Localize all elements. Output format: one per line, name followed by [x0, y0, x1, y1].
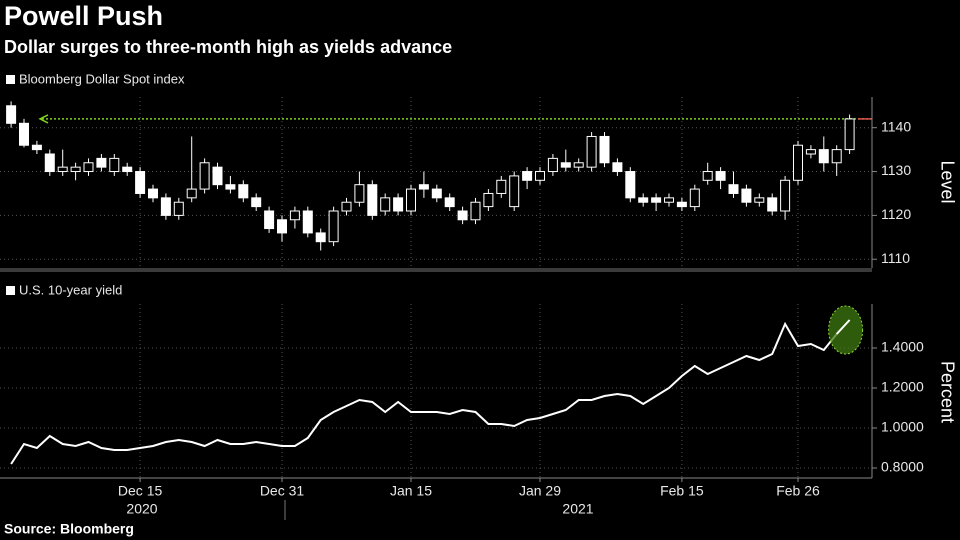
- y-axis-label: Percent: [937, 361, 957, 423]
- candle-body: [767, 197, 778, 212]
- x-tick-label: Feb 26: [776, 483, 820, 499]
- candle-body: [664, 197, 674, 203]
- candle-body: [625, 171, 636, 199]
- candle-body: [638, 197, 649, 203]
- candle-body: [96, 157, 107, 168]
- candle-body: [199, 162, 210, 190]
- candle-body: [805, 149, 816, 155]
- candle-body: [315, 232, 326, 243]
- source: Source: Bloomberg: [4, 521, 134, 537]
- y-tick-label: 1.2000: [881, 379, 924, 395]
- line-series-tail: [835, 319, 851, 335]
- chart-subtitle: Dollar surges to three-month high as yie…: [4, 37, 452, 57]
- x-tick-label: Dec 31: [260, 483, 305, 499]
- candle-body: [702, 171, 713, 181]
- candle-body: [122, 166, 133, 173]
- candle-body: [754, 197, 765, 203]
- candle-body: [251, 197, 262, 208]
- candle-body: [599, 135, 610, 164]
- candle-body: [44, 153, 55, 173]
- legend-label: Bloomberg Dollar Spot index: [19, 71, 185, 86]
- candle-body: [367, 184, 378, 216]
- x-tick-label: Dec 15: [118, 483, 163, 499]
- candle-body: [302, 210, 313, 234]
- y-tick-label: 1.4000: [881, 339, 924, 355]
- candle-body: [173, 201, 184, 216]
- candle-body: [354, 184, 365, 203]
- x-tick-label: Jan 15: [390, 483, 432, 499]
- candle-body: [457, 210, 468, 221]
- candle-body: [560, 162, 571, 168]
- y-tick-label: 1110: [881, 250, 910, 266]
- candle-body: [70, 166, 81, 173]
- candle-body: [651, 197, 662, 203]
- candle-body: [728, 184, 739, 194]
- y-tick-label: 1140: [881, 118, 911, 134]
- y-tick-label: 1130: [881, 162, 911, 178]
- y-tick-label: 0.8000: [881, 459, 924, 475]
- candle-body: [135, 171, 146, 194]
- candle-body: [289, 210, 300, 221]
- candle-body: [483, 192, 494, 208]
- candle-body: [496, 179, 507, 194]
- candle-body: [844, 118, 855, 151]
- year-label: 2020: [126, 501, 157, 517]
- legend-swatch: [6, 286, 15, 295]
- x-tick-label: Jan 29: [519, 483, 561, 499]
- candle-body: [341, 201, 352, 212]
- candle-body: [264, 210, 275, 230]
- candle-body: [380, 197, 391, 212]
- candle-body: [160, 197, 171, 216]
- candle-body: [406, 188, 416, 212]
- candle-body: [522, 171, 533, 181]
- line-series: [10, 319, 851, 465]
- candle-body: [444, 197, 455, 208]
- candle-body: [535, 171, 545, 181]
- candle-body: [547, 157, 558, 173]
- candle-body: [689, 188, 700, 208]
- legend-swatch: [6, 75, 15, 84]
- candle-body: [19, 122, 29, 146]
- candle-body: [818, 149, 829, 164]
- candle-body: [831, 149, 842, 164]
- y-tick-label: 1120: [881, 206, 911, 222]
- candle-body: [470, 201, 481, 221]
- highlight: [828, 305, 864, 355]
- candle-body: [238, 184, 249, 199]
- candle-body: [277, 219, 287, 234]
- candle-body: [212, 166, 223, 186]
- candle-body: [741, 188, 752, 203]
- candle-body: [573, 162, 584, 168]
- candle-body: [715, 171, 726, 181]
- candle-body: [57, 166, 68, 173]
- candle-body: [6, 105, 17, 124]
- candle-body: [431, 188, 442, 199]
- candle-body: [418, 184, 429, 190]
- candle-body: [780, 179, 791, 212]
- reference-arrow: [38, 114, 49, 124]
- y-tick-label: 1.0000: [881, 419, 924, 435]
- candle-body: [31, 144, 42, 151]
- panel-separator: [0, 268, 872, 272]
- candle-body: [148, 188, 158, 199]
- candle-body: [83, 162, 94, 173]
- candle-body: [612, 162, 623, 173]
- candle-body: [586, 135, 597, 168]
- candle-body: [509, 175, 520, 208]
- candle-body: [328, 210, 339, 243]
- candle-body: [109, 157, 120, 173]
- year-label: 2021: [562, 501, 593, 517]
- legend-label: U.S. 10-year yield: [19, 282, 122, 297]
- y-axis-label: Level: [937, 160, 957, 203]
- candle-body: [225, 184, 236, 190]
- candle-body: [676, 201, 687, 208]
- candle-body: [186, 188, 197, 199]
- chart-title: Powell Push: [4, 1, 163, 31]
- candle-body: [393, 197, 404, 212]
- x-tick-label: Feb 15: [660, 483, 704, 499]
- candle-body: [793, 144, 803, 181]
